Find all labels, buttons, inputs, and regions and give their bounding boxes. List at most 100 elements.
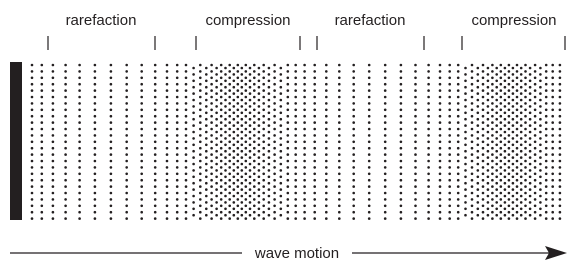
particle [125,115,128,118]
particle [500,121,503,124]
particle [245,96,248,99]
particle [185,121,188,124]
particle [52,64,55,67]
particle [464,156,467,159]
particle [273,115,276,118]
particle [439,166,442,169]
particle [268,156,271,159]
particle [529,195,532,198]
particle [313,166,316,169]
particle [41,64,44,67]
particle [516,121,519,124]
particle [516,141,519,144]
particle [140,89,143,92]
particle [287,102,290,105]
particle [303,173,306,176]
particle [249,99,252,102]
particle [52,198,55,201]
particle [233,163,236,166]
particle [368,70,371,73]
particle [487,124,490,127]
particle [448,109,451,112]
particle [185,134,188,137]
particle [448,153,451,156]
particle [41,192,44,195]
particle [559,102,562,105]
particle [471,205,474,208]
particle [258,169,261,172]
particle [52,185,55,188]
particle [539,188,542,191]
particle [280,156,283,159]
particle [384,166,387,169]
particle [41,70,44,73]
particle [245,64,248,67]
particle [487,112,490,115]
particle [125,153,128,156]
particle [262,141,265,144]
particle [210,179,213,182]
particle [464,176,467,179]
particle [176,77,179,80]
particle [520,137,523,140]
particle [539,73,542,76]
particle [539,156,542,159]
particle [457,89,460,92]
particle [551,64,554,67]
particle [228,70,231,73]
particle [457,134,460,137]
particle [495,201,498,204]
particle [125,64,128,67]
particle [287,205,290,208]
particle [249,208,252,211]
particle [215,112,218,115]
particle [325,160,328,163]
particle [352,198,355,201]
particle [516,64,519,67]
particle [253,217,256,220]
particle [487,73,490,76]
particle [31,185,34,188]
particle [280,73,283,76]
particle [245,211,248,214]
particle [325,147,328,150]
particle [414,134,417,137]
particle [352,83,355,86]
particle [110,121,113,124]
particle [487,169,490,172]
particle [52,141,55,144]
particle [534,121,537,124]
particle [199,211,202,214]
particle [508,211,511,214]
particle [154,147,157,150]
particle [414,211,417,214]
particle [534,70,537,73]
particle [539,99,542,102]
particle [504,99,507,102]
particle [185,77,188,80]
particle [400,109,403,112]
particle [508,128,511,131]
particle [471,128,474,131]
particle [414,147,417,150]
particle [125,121,128,124]
particle [237,198,240,201]
particle [529,124,532,127]
particle [325,141,328,144]
particle [559,134,562,137]
particle [199,109,202,112]
particle [516,192,519,195]
particle [294,115,297,118]
particle [210,147,213,150]
particle [500,115,503,118]
particle [516,198,519,201]
particle [477,176,480,179]
particle [205,150,208,153]
particle [64,141,67,144]
particle [210,121,213,124]
particle [258,150,261,153]
particle [495,144,498,147]
particle [520,195,523,198]
particle [176,70,179,73]
particle [439,205,442,208]
